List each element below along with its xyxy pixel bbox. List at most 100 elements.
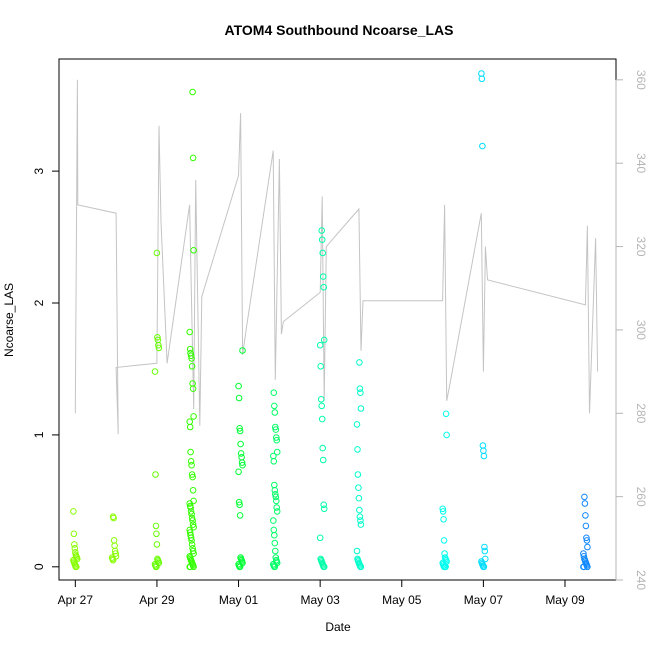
data-point bbox=[235, 382, 242, 390]
data-point bbox=[152, 522, 160, 530]
data-point bbox=[354, 471, 362, 478]
data-point bbox=[188, 510, 195, 518]
data-point bbox=[235, 498, 243, 506]
data-point bbox=[187, 504, 194, 511]
data-point bbox=[320, 283, 328, 291]
data-point bbox=[235, 394, 243, 402]
data-point bbox=[270, 452, 277, 460]
data-point bbox=[317, 363, 325, 370]
data-point bbox=[479, 142, 486, 150]
x-tick-label: May 01 bbox=[219, 593, 259, 607]
data-point bbox=[189, 385, 197, 393]
data-point bbox=[317, 396, 325, 403]
x-tick-label: May 05 bbox=[382, 593, 422, 607]
data-point bbox=[186, 328, 193, 336]
data-point bbox=[153, 530, 160, 538]
data-point bbox=[272, 547, 279, 555]
data-point bbox=[320, 336, 328, 344]
data-point bbox=[236, 427, 244, 435]
data-point bbox=[188, 355, 195, 362]
data-point bbox=[320, 505, 328, 513]
data-point bbox=[189, 154, 197, 162]
data-point bbox=[188, 541, 196, 548]
data-point bbox=[270, 526, 278, 534]
data-point bbox=[239, 461, 246, 469]
data-point bbox=[186, 418, 193, 426]
data-point bbox=[110, 537, 118, 544]
data-point bbox=[273, 434, 280, 441]
data-point bbox=[188, 471, 196, 478]
data-point bbox=[272, 423, 279, 431]
data-point bbox=[354, 446, 361, 453]
data-point bbox=[440, 537, 448, 544]
data-point bbox=[190, 413, 197, 420]
data-point bbox=[478, 70, 485, 77]
data-point bbox=[236, 425, 243, 432]
data-point bbox=[189, 517, 196, 524]
data-point bbox=[188, 461, 195, 469]
data-point bbox=[270, 389, 278, 397]
data-point bbox=[273, 448, 281, 456]
data-point bbox=[272, 493, 280, 501]
data-point bbox=[353, 421, 361, 428]
data-point bbox=[356, 506, 363, 514]
data-point bbox=[238, 454, 245, 461]
data-point bbox=[109, 556, 117, 564]
x-axis: Apr 27 Apr 29 May 01 May 03 May 05 May 07 May … bbox=[58, 579, 585, 607]
data-point bbox=[271, 402, 278, 410]
data-point bbox=[237, 440, 244, 448]
data-point bbox=[270, 458, 278, 465]
data-point bbox=[318, 227, 326, 234]
y-axis-right: 240 260 280 300 320 340 360 bbox=[615, 70, 648, 590]
data-point bbox=[73, 563, 80, 571]
data-point bbox=[71, 545, 79, 552]
data-point bbox=[583, 534, 590, 542]
data-point bbox=[480, 452, 488, 460]
data-point bbox=[153, 249, 161, 257]
data-point bbox=[582, 512, 589, 519]
data-point bbox=[70, 508, 77, 515]
data-point bbox=[188, 363, 196, 370]
overlay-line bbox=[74, 79, 599, 435]
data-point bbox=[153, 563, 160, 571]
y2-tick-label: 340 bbox=[634, 153, 648, 173]
data-point bbox=[582, 522, 590, 530]
data-point bbox=[316, 341, 324, 349]
data-point bbox=[318, 415, 326, 423]
data-point bbox=[273, 497, 280, 505]
data-point bbox=[442, 410, 450, 418]
data-point bbox=[154, 334, 161, 341]
data-point bbox=[583, 537, 591, 544]
data-point bbox=[271, 481, 278, 489]
x-axis-label: Date bbox=[325, 620, 351, 634]
data-point bbox=[355, 494, 363, 502]
data-point bbox=[356, 385, 364, 393]
data-point bbox=[480, 563, 488, 571]
y2-tick-label: 320 bbox=[634, 237, 648, 257]
data-point bbox=[186, 563, 194, 571]
y2-tick-label: 260 bbox=[634, 487, 648, 507]
data-point bbox=[316, 534, 324, 542]
data-point bbox=[235, 468, 242, 476]
data-point bbox=[357, 405, 365, 412]
data-point bbox=[155, 344, 163, 352]
data-point bbox=[112, 550, 119, 557]
data-point bbox=[188, 537, 195, 544]
data-point bbox=[236, 563, 244, 571]
plot-area bbox=[70, 70, 599, 571]
data-point bbox=[189, 521, 197, 528]
data-point bbox=[355, 484, 362, 492]
y2-tick-label: 300 bbox=[634, 320, 648, 340]
data-point bbox=[70, 530, 78, 538]
data-point bbox=[236, 512, 244, 519]
data-point bbox=[187, 458, 195, 465]
data-point bbox=[357, 521, 365, 528]
data-point bbox=[187, 352, 195, 360]
data-point bbox=[153, 541, 161, 548]
data-point bbox=[580, 563, 588, 571]
data-point bbox=[357, 517, 364, 524]
data-point bbox=[319, 444, 327, 452]
data-point bbox=[271, 487, 279, 494]
data-point bbox=[356, 513, 364, 521]
